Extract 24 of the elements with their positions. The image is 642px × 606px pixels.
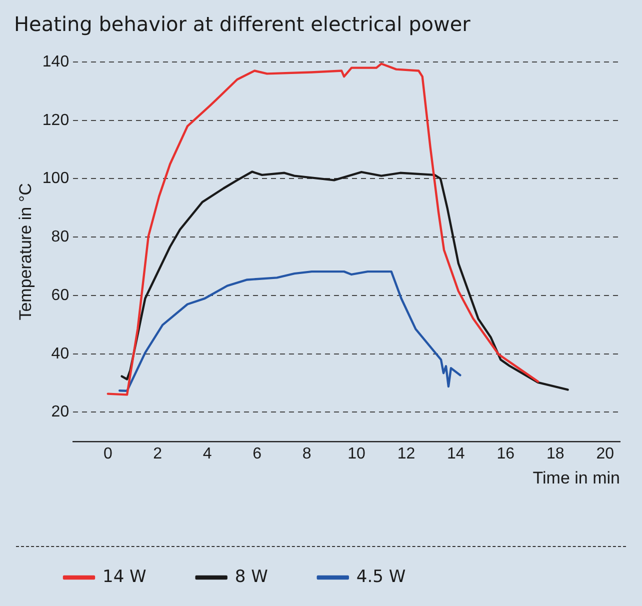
y-tick-label: 140: [42, 53, 70, 70]
x-tick-label: 14: [447, 445, 465, 462]
x-tick-label: 18: [546, 445, 564, 462]
y-tick-label: 120: [42, 112, 70, 129]
y-tick-label: 60: [51, 286, 70, 304]
legend-label: 14 W: [102, 566, 147, 587]
x-tick-label: 4: [202, 445, 212, 462]
y-tick-label: 40: [51, 345, 70, 362]
x-tick-label: 20: [596, 445, 614, 462]
y-tick-label: 20: [51, 404, 70, 421]
legend-label: 4.5 W: [356, 566, 406, 587]
x-tick-label: 2: [153, 445, 162, 462]
x-tick-label: 6: [252, 445, 262, 462]
x-tick-label: 16: [496, 445, 515, 462]
legend-label: 8 W: [234, 566, 268, 587]
chart-title: Heating behavior at different electrical power: [14, 12, 472, 36]
x-tick-label: 0: [103, 445, 112, 462]
y-tick-label: 100: [42, 170, 70, 188]
x-tick-label: 12: [397, 445, 416, 462]
y-axis-title: Temperature in °C: [16, 183, 35, 320]
x-tick-label: 8: [302, 445, 312, 462]
y-tick-label: 80: [51, 228, 70, 246]
x-axis-title: Time in min: [532, 468, 620, 488]
x-tick-label: 10: [348, 445, 366, 462]
